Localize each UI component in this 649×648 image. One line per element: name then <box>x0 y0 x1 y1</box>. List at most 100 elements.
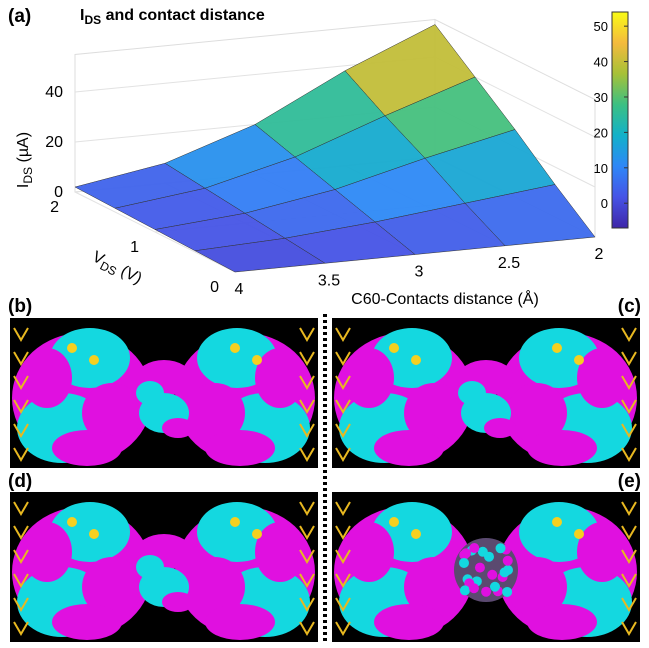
colorbar <box>611 11 629 229</box>
gold-lattice <box>335 501 351 516</box>
gold-lattice <box>335 549 351 564</box>
atom <box>552 343 562 353</box>
isosurface <box>404 557 464 617</box>
isosurface <box>22 348 72 408</box>
orbital-lobe <box>502 555 513 566</box>
gold-lattice <box>13 597 29 612</box>
gold-lattice <box>621 597 637 612</box>
isosurface <box>82 383 142 443</box>
atom <box>252 355 262 365</box>
gold-lattice <box>13 447 29 462</box>
gold-lattice <box>299 399 315 414</box>
x-tick-label: 3.5 <box>318 272 340 289</box>
isosurface <box>136 381 164 405</box>
molecule-image <box>332 318 640 468</box>
orbital-lobe <box>468 583 479 594</box>
orbital-lobe <box>495 543 506 554</box>
label-part: (µA) <box>15 132 32 167</box>
molecule-image <box>10 318 318 468</box>
atom <box>230 517 240 527</box>
z-tick-label: 40 <box>45 84 63 101</box>
isosurface <box>185 383 245 443</box>
isosurface <box>205 430 275 466</box>
atom <box>411 529 421 539</box>
atom <box>89 529 99 539</box>
gold-lattice <box>299 549 315 564</box>
isosurface <box>255 348 305 408</box>
orbital-lobe <box>502 586 513 597</box>
orbital-lobe <box>459 557 470 568</box>
gold-lattice <box>335 525 351 540</box>
atom <box>552 517 562 527</box>
gold-lattice <box>335 327 351 342</box>
gold-lattice <box>621 549 637 564</box>
gold-lattice <box>299 423 315 438</box>
isosurface <box>527 604 597 640</box>
isosurface <box>162 418 194 438</box>
panel-label: (e) <box>618 471 641 492</box>
colorbar-tick-label: 20 <box>594 125 608 140</box>
gold-lattice <box>299 351 315 366</box>
y-tick-label: 0 <box>210 279 219 296</box>
orbital-lobe <box>474 562 485 573</box>
gold-lattice <box>621 501 637 516</box>
isosurface <box>82 557 142 617</box>
isosurface <box>344 522 394 582</box>
gold-lattice <box>335 399 351 414</box>
panel-label: (c) <box>618 296 641 317</box>
isosurface <box>52 430 122 466</box>
orbital-lobe <box>481 586 492 597</box>
y-tick-label: 1 <box>130 239 139 256</box>
isosurface <box>52 604 122 640</box>
isosurface <box>507 383 567 443</box>
orbital-lobe <box>484 551 495 562</box>
isosurface <box>205 604 275 640</box>
title-part: and contact distance <box>101 7 265 24</box>
gold-lattice <box>335 447 351 462</box>
gold-lattice <box>621 525 637 540</box>
molecule-image <box>10 492 318 642</box>
atom <box>574 355 584 365</box>
orbital-lobe <box>489 581 500 592</box>
isosurface <box>374 430 444 466</box>
atom <box>389 517 399 527</box>
gold-lattice <box>13 351 29 366</box>
gold-lattice <box>335 423 351 438</box>
gold-lattice <box>621 399 637 414</box>
label-part: (V) <box>114 261 145 288</box>
gold-lattice <box>13 423 29 438</box>
molecule-image <box>332 492 640 642</box>
atom <box>89 355 99 365</box>
atom <box>230 343 240 353</box>
panel-label: (b) <box>8 296 32 317</box>
atom <box>67 517 77 527</box>
x-axis-label: C60-Contacts distance (Å) <box>351 289 539 308</box>
gold-lattice <box>621 351 637 366</box>
gold-lattice <box>621 375 637 390</box>
gold-lattice <box>299 621 315 636</box>
gold-lattice <box>13 375 29 390</box>
gold-lattice <box>335 573 351 588</box>
label-part: I <box>15 184 32 188</box>
gold-lattice <box>299 573 315 588</box>
colorbar-tick-label: 40 <box>594 55 608 70</box>
colorbar-tick-label: 0 <box>601 196 608 211</box>
title-part: I <box>80 7 84 24</box>
gold-lattice <box>13 621 29 636</box>
x-tick-label: 2 <box>595 246 604 263</box>
colorbar-tick-label: 30 <box>594 90 608 105</box>
label-part: DS <box>21 167 35 184</box>
isosurface <box>374 604 444 640</box>
gold-lattice <box>299 375 315 390</box>
title-part: DS <box>84 13 101 27</box>
colorbar-tick-label: 10 <box>594 161 608 176</box>
isosurface <box>185 557 245 617</box>
colorbar-tick-label: 50 <box>594 19 608 34</box>
y-tick-label: 2 <box>50 199 59 216</box>
gold-lattice <box>621 447 637 462</box>
orbital-lobe <box>460 548 471 559</box>
orbital-lobe <box>487 569 498 580</box>
gold-lattice <box>621 327 637 342</box>
isosurface <box>484 418 516 438</box>
gold-lattice <box>335 597 351 612</box>
